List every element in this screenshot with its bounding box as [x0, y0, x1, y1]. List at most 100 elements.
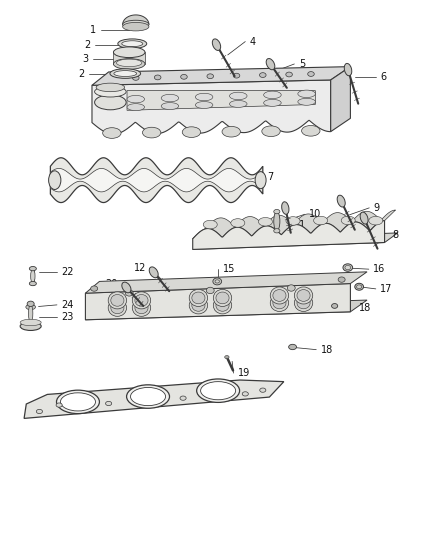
Ellipse shape: [123, 20, 149, 29]
Ellipse shape: [343, 264, 353, 271]
Text: 19: 19: [238, 368, 250, 378]
Ellipse shape: [135, 295, 148, 306]
Ellipse shape: [111, 295, 124, 306]
Ellipse shape: [142, 127, 161, 138]
Polygon shape: [24, 380, 284, 418]
Ellipse shape: [287, 285, 295, 291]
Ellipse shape: [161, 102, 179, 110]
Ellipse shape: [102, 128, 121, 139]
Text: 10: 10: [309, 209, 321, 219]
Ellipse shape: [307, 71, 314, 76]
Ellipse shape: [182, 127, 201, 138]
Text: 16: 16: [373, 264, 385, 274]
Text: 20: 20: [105, 279, 117, 288]
Ellipse shape: [154, 75, 161, 80]
Ellipse shape: [96, 83, 124, 92]
Ellipse shape: [132, 76, 139, 80]
Ellipse shape: [230, 100, 247, 108]
Ellipse shape: [345, 265, 350, 270]
Ellipse shape: [207, 74, 213, 79]
Polygon shape: [85, 300, 367, 320]
Ellipse shape: [195, 93, 213, 101]
Ellipse shape: [213, 289, 232, 306]
Ellipse shape: [118, 39, 147, 49]
Ellipse shape: [135, 302, 148, 314]
Ellipse shape: [192, 300, 205, 311]
Ellipse shape: [127, 95, 145, 103]
Ellipse shape: [108, 292, 127, 309]
Ellipse shape: [297, 297, 310, 309]
Ellipse shape: [222, 126, 240, 137]
Ellipse shape: [270, 287, 289, 304]
Text: 21: 21: [78, 398, 90, 407]
Ellipse shape: [338, 277, 345, 282]
Ellipse shape: [197, 379, 240, 402]
Text: 23: 23: [61, 312, 74, 322]
Ellipse shape: [259, 72, 266, 77]
Polygon shape: [193, 221, 385, 249]
Ellipse shape: [122, 282, 131, 293]
Polygon shape: [123, 15, 149, 25]
Ellipse shape: [20, 319, 41, 326]
Ellipse shape: [282, 202, 289, 214]
Ellipse shape: [213, 297, 232, 314]
Text: 18: 18: [321, 345, 333, 354]
Ellipse shape: [192, 292, 205, 304]
Ellipse shape: [360, 212, 368, 224]
Text: 22: 22: [61, 267, 74, 277]
Ellipse shape: [298, 98, 315, 106]
Ellipse shape: [49, 171, 61, 189]
Ellipse shape: [180, 396, 186, 400]
Polygon shape: [193, 210, 396, 239]
Polygon shape: [331, 67, 350, 132]
Text: 2: 2: [79, 69, 85, 78]
Ellipse shape: [302, 125, 320, 136]
Text: 5: 5: [299, 59, 305, 69]
Ellipse shape: [262, 126, 280, 136]
Ellipse shape: [266, 59, 275, 70]
Text: 15: 15: [223, 264, 235, 274]
Ellipse shape: [230, 92, 247, 100]
Text: 9: 9: [374, 203, 380, 213]
Polygon shape: [127, 91, 315, 110]
Ellipse shape: [27, 301, 34, 306]
Ellipse shape: [369, 216, 383, 225]
Text: 7: 7: [267, 172, 273, 182]
Text: 6: 6: [380, 72, 386, 82]
Text: 18: 18: [359, 303, 371, 313]
Ellipse shape: [286, 217, 300, 225]
Ellipse shape: [264, 99, 281, 106]
Ellipse shape: [95, 86, 126, 97]
Polygon shape: [85, 272, 367, 293]
Ellipse shape: [357, 285, 362, 289]
Ellipse shape: [233, 73, 240, 78]
Ellipse shape: [270, 294, 289, 311]
Text: 12: 12: [134, 263, 146, 272]
Ellipse shape: [113, 47, 145, 58]
Ellipse shape: [294, 287, 313, 304]
Ellipse shape: [189, 297, 208, 314]
Ellipse shape: [113, 59, 145, 69]
Ellipse shape: [26, 304, 35, 310]
Ellipse shape: [297, 289, 310, 301]
Ellipse shape: [212, 39, 221, 51]
Ellipse shape: [95, 95, 126, 110]
Ellipse shape: [180, 75, 187, 79]
Text: 11: 11: [293, 220, 306, 230]
Ellipse shape: [132, 300, 151, 317]
Ellipse shape: [29, 266, 36, 271]
Ellipse shape: [274, 229, 280, 233]
Ellipse shape: [294, 294, 313, 311]
Ellipse shape: [106, 401, 112, 406]
Ellipse shape: [127, 103, 145, 110]
Text: 3: 3: [82, 54, 88, 64]
Ellipse shape: [201, 382, 236, 400]
Ellipse shape: [131, 387, 166, 406]
Ellipse shape: [29, 281, 36, 286]
Ellipse shape: [132, 292, 151, 309]
Polygon shape: [50, 168, 263, 192]
Ellipse shape: [273, 297, 286, 309]
Ellipse shape: [56, 403, 62, 407]
Ellipse shape: [286, 72, 293, 77]
Ellipse shape: [203, 220, 217, 229]
